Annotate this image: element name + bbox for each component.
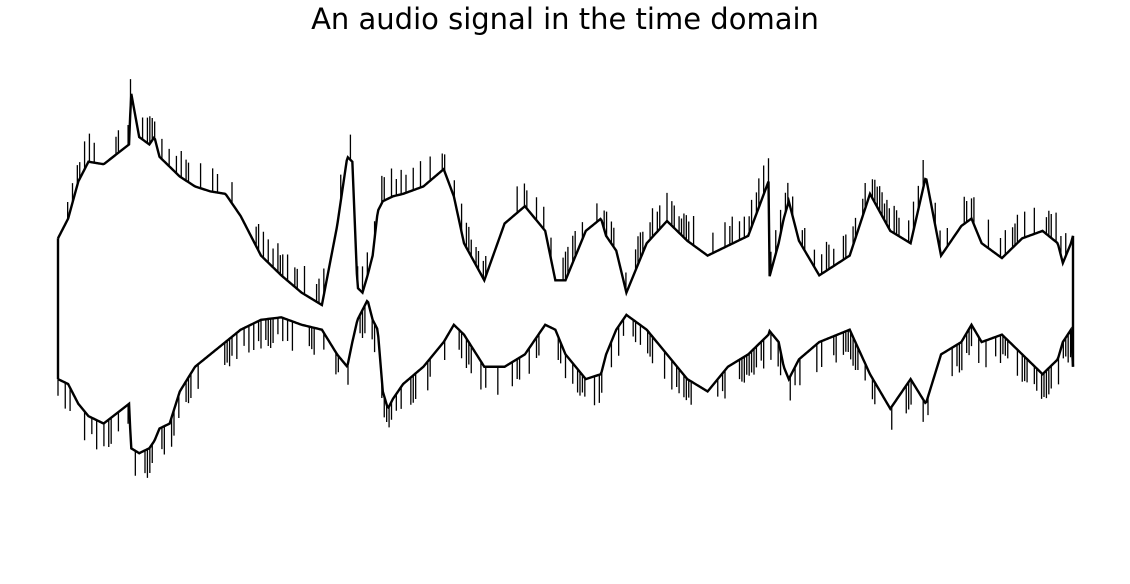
waveform-spikes — [57, 79, 1072, 478]
chart-title: An audio signal in the time domain — [311, 2, 819, 36]
waveform-series — [56, 79, 1075, 478]
